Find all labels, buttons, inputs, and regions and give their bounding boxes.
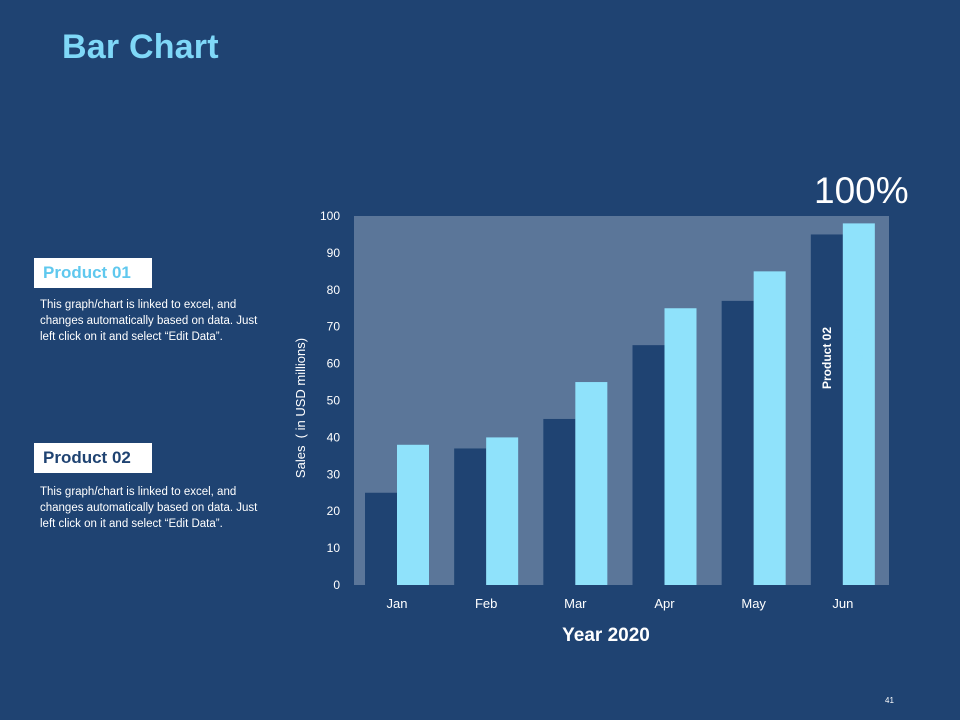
y-tick-label: 90: [327, 246, 341, 260]
product-01-label: Product 01: [34, 258, 152, 288]
product-02-label: Product 02: [34, 443, 152, 473]
bar-product-01-feb: [486, 437, 519, 585]
x-tick-label: Jan: [387, 596, 408, 611]
x-tick-label: Jun: [832, 596, 853, 611]
bar-product-02-may: [721, 300, 754, 585]
bar-product-02-apr: [632, 345, 665, 585]
bar-product-01-may: [753, 271, 786, 585]
y-tick-label: 0: [333, 578, 340, 592]
bar-product-02-mar: [543, 418, 576, 585]
bars: [365, 223, 875, 585]
y-tick-label: 50: [327, 394, 341, 408]
y-tick-label: 30: [327, 467, 341, 481]
y-tick-label: 40: [327, 430, 341, 444]
x-tick-label: Apr: [654, 596, 675, 611]
series-label-product-02: Product 02: [820, 327, 834, 389]
product-01-description: This graph/chart is linked to excel, and…: [40, 299, 258, 343]
y-tick-label: 60: [327, 357, 341, 371]
x-tick-label: Mar: [564, 596, 587, 611]
bar-product-02-feb: [454, 448, 487, 585]
y-tick-label: 10: [327, 541, 341, 555]
y-axis-label: Sales ( in USD millions): [293, 338, 308, 478]
y-tick-label: 70: [327, 320, 341, 334]
series-label-product-01: Product 01: [852, 327, 866, 389]
bar-product-01-mar: [575, 382, 608, 585]
percent-label: 100%: [814, 170, 909, 211]
bar-product-01-apr: [664, 308, 697, 585]
y-axis-ticks: 0 10 20 30 40 50 60 70 80 90 100: [320, 209, 340, 592]
page-number: 41: [885, 696, 894, 705]
series-labels: Product 02 Product 01: [820, 327, 866, 389]
bar-product-02-jun: [810, 234, 843, 585]
y-tick-label: 100: [320, 209, 340, 223]
slide-title: Bar Chart: [62, 28, 219, 66]
plot-area: [354, 216, 889, 585]
bar-product-02-jan: [365, 492, 397, 585]
bar-product-01-jun: [842, 223, 875, 585]
x-axis-ticks: Jan Feb Mar Apr May Jun: [387, 596, 854, 611]
x-tick-label: May: [741, 596, 766, 611]
x-tick-label: Feb: [475, 596, 497, 611]
x-axis-label: Year 2020: [562, 625, 650, 646]
y-tick-label: 20: [327, 504, 341, 518]
product-02-description: This graph/chart is linked to excel, and…: [40, 486, 258, 530]
y-tick-label: 80: [327, 283, 341, 297]
bar-product-01-jan: [397, 444, 429, 585]
